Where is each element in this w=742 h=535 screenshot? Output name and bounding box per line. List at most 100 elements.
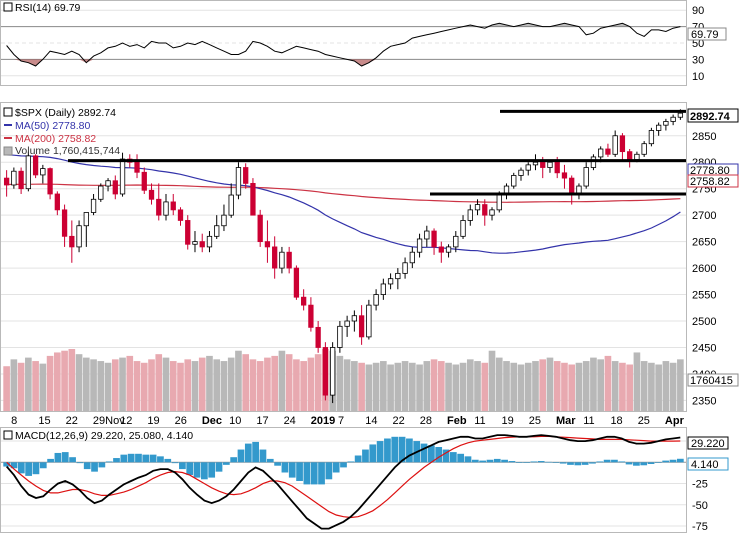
macd-histogram-bar [559, 462, 567, 464]
candle-body [605, 148, 611, 155]
rsi-legend-label: RSI(14) 69.79 [15, 2, 81, 14]
candle [264, 220, 271, 263]
rsi-tick-label: 90 [692, 5, 704, 17]
volume-bar [575, 362, 583, 411]
candle-body [445, 246, 452, 253]
macd-histogram-bar [113, 458, 120, 463]
candle-body [438, 246, 444, 253]
candle [228, 183, 234, 218]
volume-bar [126, 355, 134, 411]
volume-bar [409, 362, 416, 411]
macd-histogram-bar [676, 458, 684, 463]
volume-bar [655, 364, 662, 411]
volume-bar [524, 362, 532, 411]
macd-histogram-bar [61, 452, 69, 463]
macd-histogram-bar [281, 462, 289, 473]
macd-histogram-bar [428, 445, 435, 463]
candle-body [185, 220, 191, 245]
macd-tag-box [687, 436, 729, 450]
candle [32, 154, 39, 179]
volume-bar [532, 361, 539, 411]
candle-body [648, 130, 655, 145]
macd-tick-label: -50 [692, 500, 708, 512]
candle-body [547, 161, 553, 168]
volume-legend-label: Volume 1,760,415,744 [15, 145, 120, 157]
candle-body [250, 182, 256, 216]
candle [170, 193, 176, 216]
date-label: 14 [365, 415, 377, 427]
volume-bar [445, 362, 452, 411]
candle [366, 299, 372, 340]
macd-histogram-bar [252, 441, 259, 463]
candle [214, 215, 220, 239]
macd-histogram-bar [354, 455, 362, 463]
macd-histogram-bar [501, 459, 508, 463]
macd-histogram-bar [523, 462, 530, 463]
macd-histogram [3, 436, 684, 485]
macd-histogram-bar [449, 452, 457, 463]
macd-value: 29.220 [691, 438, 725, 450]
support-resistance-lines [68, 109, 686, 196]
candle-body [641, 143, 647, 155]
candle-body [532, 161, 539, 166]
candle-body [627, 151, 633, 160]
date-label: Apr [665, 415, 685, 427]
volume-bar [358, 362, 365, 411]
price-tags: 2892.74 2778.80 2758.82 1760415 [687, 108, 739, 387]
macd-legend: MACD(12,26,9) 29.220, 25.080, 4.140 [3, 430, 193, 442]
candle-body [431, 230, 437, 248]
candle [301, 289, 307, 311]
candle [315, 321, 321, 353]
candle [329, 342, 336, 404]
candle-body [453, 235, 459, 248]
macd-histogram-bar [398, 436, 406, 463]
macd-histogram-bar [83, 462, 91, 470]
date-label: 18 [610, 415, 622, 427]
macd-histogram-bar [508, 461, 516, 463]
macd-histogram-bar [581, 462, 589, 465]
candle [460, 215, 466, 239]
candle [438, 241, 444, 263]
volume-bar [669, 362, 677, 411]
volume-bar [184, 359, 192, 411]
rsi-series [6, 22, 681, 67]
candle-body [3, 177, 10, 186]
macd-signal-line [6, 435, 681, 519]
macd-histogram-bar [669, 459, 677, 463]
candle-body [214, 225, 220, 237]
date-label: 26 [175, 415, 187, 427]
candle-body [40, 168, 46, 176]
macd-histogram-bar [471, 459, 479, 463]
macd-histogram-bar [340, 462, 347, 468]
macd-histogram-bar [266, 458, 274, 463]
volume-bar [10, 359, 18, 411]
candle-body [301, 296, 307, 306]
macd-histogram-bar [157, 456, 164, 463]
volume-bar [553, 361, 561, 411]
candle-body [141, 171, 147, 191]
candle [177, 207, 184, 226]
volume-bar [459, 362, 467, 411]
volume-bar [546, 357, 554, 411]
candle [431, 228, 437, 255]
volume-bar [61, 350, 68, 411]
rsi-axis: 9070503010 [692, 5, 704, 83]
candle-body [47, 168, 53, 195]
price-tick-label: 2850 [692, 131, 716, 143]
volume-bar [90, 359, 97, 411]
candle [619, 133, 626, 160]
date-label: 28 [420, 415, 432, 427]
candle [648, 127, 655, 147]
candle-body [380, 283, 386, 295]
candle-body [655, 124, 662, 131]
candle [453, 231, 459, 253]
candle [351, 310, 358, 332]
candle-body [619, 135, 626, 153]
candle-body [540, 161, 546, 168]
candle [416, 233, 423, 258]
candle-body [206, 235, 213, 248]
macd-histogram-bar [39, 462, 47, 469]
candle [322, 342, 329, 401]
candle-body [18, 170, 24, 190]
macd-histogram-bar [69, 457, 76, 463]
